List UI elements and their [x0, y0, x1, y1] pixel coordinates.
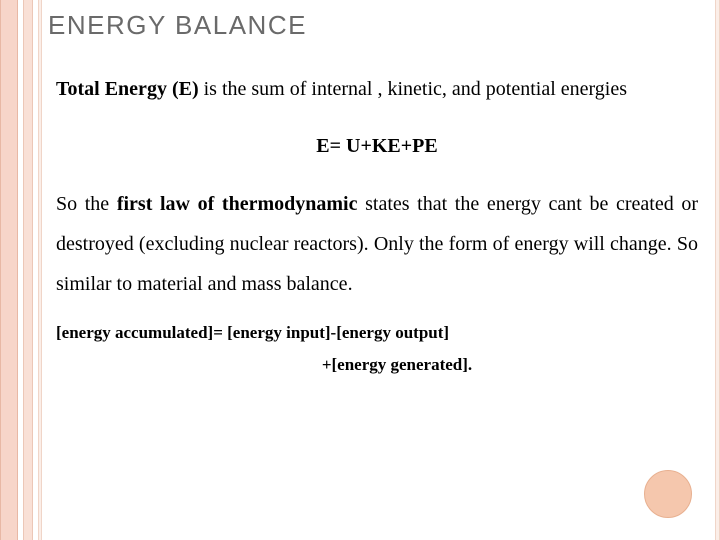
- intro-rest: is the sum of internal , kinetic, and po…: [199, 78, 627, 100]
- decorative-stripe-right: [715, 0, 720, 540]
- decorative-circle: [644, 470, 692, 518]
- decorative-stripe-thin: [38, 0, 42, 540]
- slide-title: ENERGY BALANCE: [48, 10, 698, 41]
- first-law-paragraph: So the first law of thermodynamic states…: [56, 184, 698, 304]
- decorative-stripe-mid: [23, 0, 33, 540]
- balance-equation-line2: +[energy generated].: [56, 355, 698, 375]
- para2-a: So the: [56, 193, 117, 215]
- slide-content: ENERGY BALANCE Total Energy (E) is the s…: [50, 0, 706, 375]
- decorative-stripe-left: [0, 0, 18, 540]
- formula-lhs: E=: [316, 135, 346, 157]
- intro-paragraph: Total Energy (E) is the sum of internal …: [56, 69, 698, 109]
- balance-equation-line1: [energy accumulated]= [energy input]-[en…: [56, 314, 698, 351]
- formula-u: U: [346, 135, 360, 157]
- intro-lead: Total Energy (E): [56, 78, 199, 100]
- formula-tail: +KE+PE: [360, 135, 437, 157]
- energy-formula: E= U+KE+PE: [56, 135, 698, 158]
- para2-bold: first law of thermodynamic: [117, 193, 358, 215]
